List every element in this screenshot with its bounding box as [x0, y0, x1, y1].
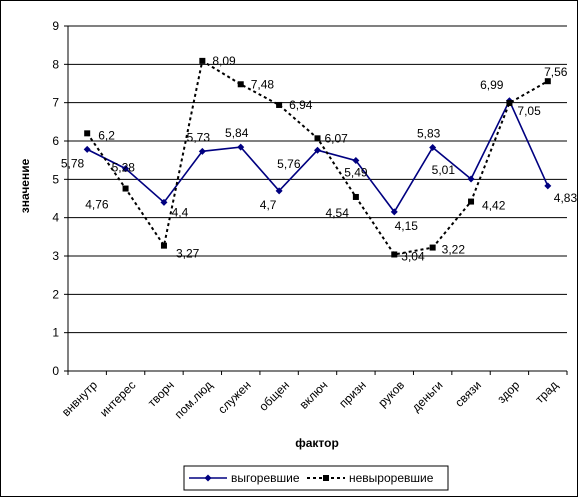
data-label: 4,42 [482, 199, 506, 213]
data-label: 3,22 [442, 243, 466, 257]
data-point-square [314, 135, 321, 142]
y-tick-label: 7 [52, 96, 59, 110]
data-label: 3,27 [176, 247, 200, 261]
data-label: 4,76 [85, 198, 109, 212]
x-tick-label: призн [336, 378, 369, 411]
y-axis-title: значение [18, 158, 32, 213]
data-label: 7,56 [544, 65, 568, 79]
data-point-square [84, 130, 91, 137]
data-point-diamond [314, 146, 321, 154]
data-label: 7,05 [517, 104, 541, 118]
x-tick-label: общен [256, 378, 292, 414]
data-point-diamond [467, 175, 475, 183]
data-label: 7,48 [251, 77, 275, 91]
data-point-diamond [160, 198, 168, 206]
legend-label-1: выгоревшие [231, 471, 300, 485]
x-tick-label: трад [533, 378, 561, 406]
data-point-diamond [275, 187, 283, 195]
data-point-diamond [83, 145, 91, 153]
legend-marker-diamond [204, 474, 212, 482]
data-label: 5,01 [432, 163, 456, 177]
data-point-square [237, 81, 244, 88]
y-tick-label: 5 [52, 172, 59, 186]
x-tick-label: внвнутр [59, 378, 100, 419]
data-label: 4,54 [326, 206, 350, 220]
data-point-diamond [544, 182, 552, 190]
x-tick-label: здор [494, 378, 522, 406]
y-tick-label: 8 [52, 57, 59, 71]
data-point-square [276, 101, 283, 108]
data-label: 5,83 [417, 127, 441, 141]
data-point-square [199, 57, 206, 64]
x-tick-label: включ [297, 378, 331, 412]
data-point-diamond [429, 144, 437, 152]
x-tick-label: интерес [97, 378, 139, 420]
data-point-square [468, 198, 475, 205]
data-point-diamond [390, 208, 398, 216]
data-point-diamond [198, 147, 206, 155]
data-point-square [544, 78, 551, 85]
data-label: 4,7 [260, 198, 277, 212]
data-labels: 5,78 5,28 4,4 5,73 5,84 4,7 5,76 5,49 4,15 5,83 5,… [61, 54, 578, 264]
y-tick-label: 9 [52, 19, 59, 33]
x-tick-label: деньги [409, 378, 446, 415]
data-point-square [391, 251, 398, 258]
data-point-square [506, 100, 513, 107]
data-point-square [160, 242, 167, 249]
series-line-1 [86, 98, 549, 214]
y-tick-label: 2 [52, 287, 59, 301]
y-tick-label: 0 [52, 364, 59, 378]
data-label: 6,07 [325, 131, 349, 145]
y-tick-label: 4 [52, 211, 59, 225]
legend-label-2: невыроревшие [349, 471, 434, 485]
series-layer [83, 57, 552, 258]
y-tick-label: 6 [52, 134, 59, 148]
x-tick-label: пом.люд [172, 378, 215, 421]
data-point-diamond [122, 165, 130, 173]
data-label: 8,09 [212, 54, 236, 68]
data-point-square [352, 193, 359, 200]
x-tick-label: руков [375, 378, 407, 410]
y-tick-label: 1 [52, 326, 59, 340]
data-label: 5,84 [225, 126, 249, 140]
x-axis-title: фактор [295, 436, 339, 450]
data-label: 4,83 [554, 191, 577, 205]
data-point-square [122, 185, 129, 192]
data-label: 4,4 [172, 205, 189, 219]
data-label: 4,15 [395, 219, 419, 233]
data-label: 6,99 [480, 78, 504, 92]
data-label: 5,73 [187, 130, 211, 144]
data-label: 6,94 [289, 98, 313, 112]
data-label: 3,04 [401, 249, 425, 263]
x-tick-label: служен [215, 378, 254, 417]
y-tick-label: 3 [52, 249, 59, 263]
data-label: 5,76 [277, 157, 301, 171]
data-point-diamond [352, 157, 360, 165]
data-point-square [429, 244, 436, 251]
legend: выгоревшие невыроревшие [183, 465, 449, 491]
data-label: 5,28 [112, 161, 136, 175]
legend-marker-square [323, 475, 329, 481]
series-line-2 [86, 59, 549, 256]
data-label: 5,78 [61, 156, 85, 170]
data-label: 5,49 [344, 166, 368, 180]
data-point-diamond [237, 143, 245, 151]
x-tick-label: творч [145, 378, 177, 410]
data-label: 6,2 [98, 128, 115, 142]
y-tick-labels: 0 1 2 3 4 5 6 7 8 9 [52, 19, 59, 378]
x-tick-label: связи [452, 378, 484, 410]
